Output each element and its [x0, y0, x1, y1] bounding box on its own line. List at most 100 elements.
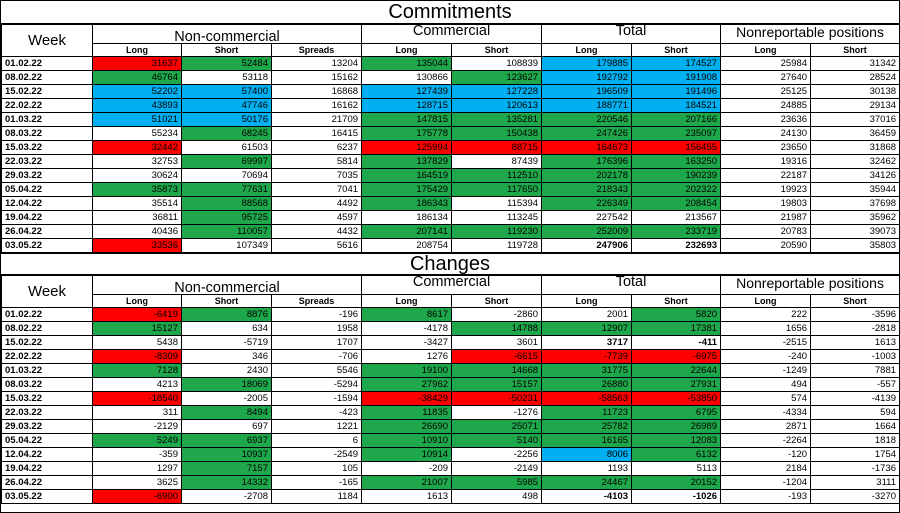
- value-cell: 6795: [631, 405, 722, 420]
- value-cell: 5820: [631, 307, 722, 322]
- value-cell: 19316: [720, 154, 812, 169]
- value-cell: 27962: [361, 377, 453, 392]
- value-cell: 1193: [541, 461, 633, 476]
- week-header: Week: [1, 275, 93, 308]
- table-row: 22.03.22 32753 69997 5814 137829 87439 176396 1…: [1, 154, 900, 169]
- week-cell: 15.02.22: [1, 335, 93, 350]
- value-cell: 147815: [361, 112, 453, 127]
- value-cell: 1297: [92, 461, 182, 476]
- value-cell: -240: [720, 349, 812, 364]
- value-cell: 125994: [361, 140, 453, 155]
- value-cell: 191496: [631, 84, 722, 99]
- col-long: Long: [361, 294, 453, 308]
- value-cell: 14668: [451, 363, 543, 378]
- value-cell: 46764: [92, 70, 182, 85]
- value-cell: 233719: [631, 224, 722, 239]
- value-cell: 20590: [720, 238, 812, 253]
- week-cell: 15.03.22: [1, 140, 93, 155]
- value-cell: 24130: [720, 126, 812, 141]
- value-cell: 227542: [541, 210, 633, 225]
- week-cell: 12.04.22: [1, 447, 93, 462]
- col-short: Short: [810, 43, 900, 57]
- value-cell: -50231: [451, 391, 543, 406]
- table-row: 19.04.22 36811 95725 4597 186134 113245 227542…: [1, 210, 900, 225]
- value-cell: 27931: [631, 377, 722, 392]
- week-cell: 22.03.22: [1, 154, 93, 169]
- col-long: Long: [541, 43, 633, 57]
- value-cell: 13204: [270, 56, 363, 71]
- table-row: 15.03.22 32442 61503 6237 125994 88715 164673 1…: [1, 140, 900, 155]
- total-header: Total: [541, 24, 722, 44]
- value-cell: 235097: [631, 126, 722, 141]
- table-row: 29.03.22 -2129 697 1221 26690 25071 25782 26989…: [1, 419, 900, 434]
- value-cell: 34126: [810, 168, 900, 183]
- week-cell: 29.03.22: [1, 168, 93, 183]
- table-row: 22.02.22 43893 47746 16162 128715 120613 18877…: [1, 98, 900, 113]
- value-cell: 69997: [181, 154, 272, 169]
- value-cell: 24467: [541, 475, 633, 490]
- value-cell: -120: [720, 447, 812, 462]
- week-cell: 08.03.22: [1, 377, 93, 392]
- value-cell: 7157: [181, 461, 272, 476]
- week-cell: 01.03.22: [1, 112, 93, 127]
- value-cell: 21007: [361, 475, 453, 490]
- value-cell: 1818: [810, 433, 900, 448]
- value-cell: 175429: [361, 182, 453, 197]
- value-cell: 15162: [270, 70, 363, 85]
- value-cell: 137829: [361, 154, 453, 169]
- col-long: Long: [361, 43, 453, 57]
- value-cell: -2515: [720, 335, 812, 350]
- table-row: 12.04.22 -359 10937 -2549 10914 -2256 8006 6132…: [1, 447, 900, 462]
- value-cell: 3111: [810, 475, 900, 490]
- value-cell: -2149: [451, 461, 543, 476]
- value-cell: 19803: [720, 196, 812, 211]
- value-cell: 135281: [451, 112, 543, 127]
- value-cell: 105: [270, 461, 363, 476]
- value-cell: -1736: [810, 461, 900, 476]
- value-cell: 7035: [270, 168, 363, 183]
- value-cell: -7739: [541, 349, 633, 364]
- value-cell: 186343: [361, 196, 453, 211]
- value-cell: 222: [720, 307, 812, 322]
- col-long: Long: [720, 294, 812, 308]
- value-cell: 697: [181, 419, 272, 434]
- value-cell: -18540: [92, 391, 182, 406]
- value-cell: 1221: [270, 419, 363, 434]
- value-cell: 135044: [361, 56, 453, 71]
- value-cell: 22187: [720, 168, 812, 183]
- value-cell: -2549: [270, 447, 363, 462]
- value-cell: 311: [92, 405, 182, 420]
- value-cell: 3625: [92, 475, 182, 490]
- week-cell: 01.03.22: [1, 363, 93, 378]
- table-row: 19.04.22 1297 7157 105 -209 -2149 1193 5113 2184…: [1, 461, 900, 476]
- value-cell: 36459: [810, 126, 900, 141]
- value-cell: 119728: [451, 238, 543, 253]
- value-cell: 5140: [451, 433, 543, 448]
- value-cell: 16868: [270, 84, 363, 99]
- value-cell: 4597: [270, 210, 363, 225]
- table-row: 03.05.22 33536 107349 5616 208754 119728 24790…: [1, 238, 900, 253]
- value-cell: 50176: [181, 112, 272, 127]
- value-cell: -359: [92, 447, 182, 462]
- value-cell: -4178: [361, 321, 453, 336]
- value-cell: 156455: [631, 140, 722, 155]
- value-cell: -193: [720, 489, 812, 504]
- value-cell: 70694: [181, 168, 272, 183]
- value-cell: 12907: [541, 321, 633, 336]
- value-cell: -6975: [631, 349, 722, 364]
- value-cell: -2256: [451, 447, 543, 462]
- value-cell: 207141: [361, 224, 453, 239]
- col-short: Short: [181, 43, 272, 57]
- table-row: 05.04.22 35873 77631 7041 175429 117650 218343…: [1, 182, 900, 197]
- value-cell: 25782: [541, 419, 633, 434]
- value-cell: 186134: [361, 210, 453, 225]
- value-cell: 43893: [92, 98, 182, 113]
- value-cell: 112510: [451, 168, 543, 183]
- value-cell: 1184: [270, 489, 363, 504]
- table-row: 08.02.22 46764 53118 15162 130866 123627 19279…: [1, 70, 900, 85]
- week-cell: 05.04.22: [1, 433, 93, 448]
- value-cell: -2818: [810, 321, 900, 336]
- value-cell: 7041: [270, 182, 363, 197]
- nonreportable-header: Nonreportable positions: [720, 24, 900, 44]
